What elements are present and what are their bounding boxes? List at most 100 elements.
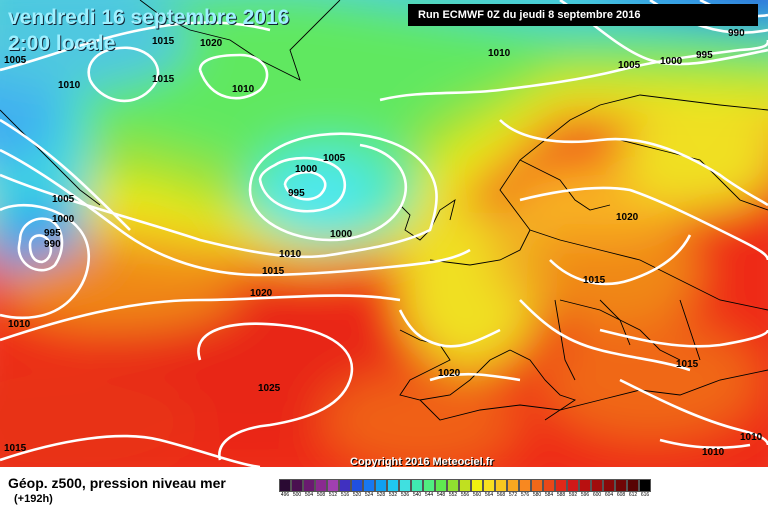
pressure-label: 1010 xyxy=(232,84,255,95)
pressure-label: 1010 xyxy=(488,48,511,59)
scale-step: 504 xyxy=(303,479,315,499)
scale-swatch xyxy=(303,479,315,492)
scale-step: 612 xyxy=(627,479,639,499)
pressure-label: 990 xyxy=(44,239,61,250)
scale-swatch xyxy=(435,479,447,492)
scale-label: 576 xyxy=(520,492,530,498)
weather-map: 1005 1010 1015 1020 1015 1010 990 1010 9… xyxy=(0,0,768,467)
pressure-label: 1015 xyxy=(4,443,27,454)
pressure-label: 1005 xyxy=(323,153,346,164)
scale-swatch xyxy=(375,479,387,492)
pressure-label: 995 xyxy=(44,228,61,239)
scale-label: 524 xyxy=(364,492,374,498)
pressure-label: 1010 xyxy=(702,447,725,458)
scale-swatch xyxy=(507,479,519,492)
scale-swatch xyxy=(531,479,543,492)
scale-swatch xyxy=(495,479,507,492)
scale-swatch xyxy=(315,479,327,492)
scale-label: 528 xyxy=(376,492,386,498)
geopotential-field: 1005 1010 1015 1020 1015 1010 990 1010 9… xyxy=(0,0,768,467)
pressure-label: 1015 xyxy=(152,36,175,47)
scale-label: 612 xyxy=(628,492,638,498)
scale-swatch xyxy=(411,479,423,492)
scale-label: 544 xyxy=(424,492,434,498)
scale-label: 568 xyxy=(496,492,506,498)
scale-step: 564 xyxy=(483,479,495,499)
scale-label: 496 xyxy=(280,492,290,498)
scale-step: 496 xyxy=(279,479,291,499)
scale-label: 564 xyxy=(484,492,494,498)
scale-step: 572 xyxy=(507,479,519,499)
copyright-text: Copyright 2016 Meteociel.fr xyxy=(350,456,494,467)
scale-step: 592 xyxy=(567,479,579,499)
pressure-label: 1000 xyxy=(660,56,683,67)
scale-swatch xyxy=(615,479,627,492)
scale-swatch xyxy=(459,479,471,492)
scale-step: 568 xyxy=(495,479,507,499)
scale-label: 548 xyxy=(436,492,446,498)
pressure-label: 1000 xyxy=(52,214,75,225)
scale-step: 616 xyxy=(639,479,651,499)
scale-step: 580 xyxy=(531,479,543,499)
scale-label: 508 xyxy=(316,492,326,498)
pressure-label: 1015 xyxy=(262,266,285,277)
scale-swatch xyxy=(363,479,375,492)
scale-step: 544 xyxy=(423,479,435,499)
scale-swatch xyxy=(423,479,435,492)
scale-step: 608 xyxy=(615,479,627,499)
pressure-label: 1000 xyxy=(295,164,318,175)
forecast-horizon: (+192h) xyxy=(14,493,53,505)
pressure-label: 1025 xyxy=(258,383,281,394)
scale-swatch xyxy=(543,479,555,492)
scale-step: 600 xyxy=(591,479,603,499)
scale-label: 580 xyxy=(532,492,542,498)
scale-label: 584 xyxy=(544,492,554,498)
pressure-label: 1015 xyxy=(583,275,606,286)
scale-swatch xyxy=(603,479,615,492)
pressure-label: 990 xyxy=(728,28,745,39)
scale-step: 596 xyxy=(579,479,591,499)
pressure-label: 1020 xyxy=(200,38,223,49)
scale-step: 604 xyxy=(603,479,615,499)
scale-swatch xyxy=(291,479,303,492)
scale-step: 520 xyxy=(351,479,363,499)
scale-label: 516 xyxy=(340,492,350,498)
isobars xyxy=(0,0,768,467)
scale-label: 532 xyxy=(388,492,398,498)
colour-scale-legend: 496 500 504 508 512 516 520 524 528 532 536 540 544 5… xyxy=(279,479,651,499)
pressure-label: 1020 xyxy=(616,212,639,223)
scale-swatch xyxy=(567,479,579,492)
pressure-label: 1010 xyxy=(58,80,81,91)
scale-swatch xyxy=(639,479,651,492)
scale-label: 540 xyxy=(412,492,422,498)
scale-label: 520 xyxy=(352,492,362,498)
scale-label: 572 xyxy=(508,492,518,498)
scale-swatch xyxy=(351,479,363,492)
pressure-labels: 1005 1010 1015 1020 1015 1010 990 1010 9… xyxy=(4,28,763,458)
pressure-label: 995 xyxy=(288,188,305,199)
forecast-date: vendredi 16 septembre 2016 xyxy=(8,6,290,29)
scale-step: 556 xyxy=(459,479,471,499)
scale-label: 552 xyxy=(448,492,458,498)
scale-label: 560 xyxy=(472,492,482,498)
scale-swatch xyxy=(399,479,411,492)
map-caption: Géop. z500, pression niveau mer xyxy=(8,475,226,491)
scale-label: 596 xyxy=(580,492,590,498)
model-run-info: Run ECMWF 0Z du jeudi 8 septembre 2016 xyxy=(408,4,758,26)
scale-swatch xyxy=(627,479,639,492)
scale-label: 504 xyxy=(304,492,314,498)
scale-swatch xyxy=(387,479,399,492)
scale-label: 600 xyxy=(592,492,602,498)
scale-swatch xyxy=(447,479,459,492)
pressure-label: 1005 xyxy=(618,60,641,71)
scale-swatch xyxy=(519,479,531,492)
scale-swatch xyxy=(555,479,567,492)
scale-step: 540 xyxy=(411,479,423,499)
scale-label: 556 xyxy=(460,492,470,498)
pressure-label: 1010 xyxy=(8,319,31,330)
scale-label: 588 xyxy=(556,492,566,498)
scale-swatch xyxy=(327,479,339,492)
pressure-label: 1010 xyxy=(279,249,302,260)
scale-step: 516 xyxy=(339,479,351,499)
pressure-label: 1020 xyxy=(250,288,273,299)
